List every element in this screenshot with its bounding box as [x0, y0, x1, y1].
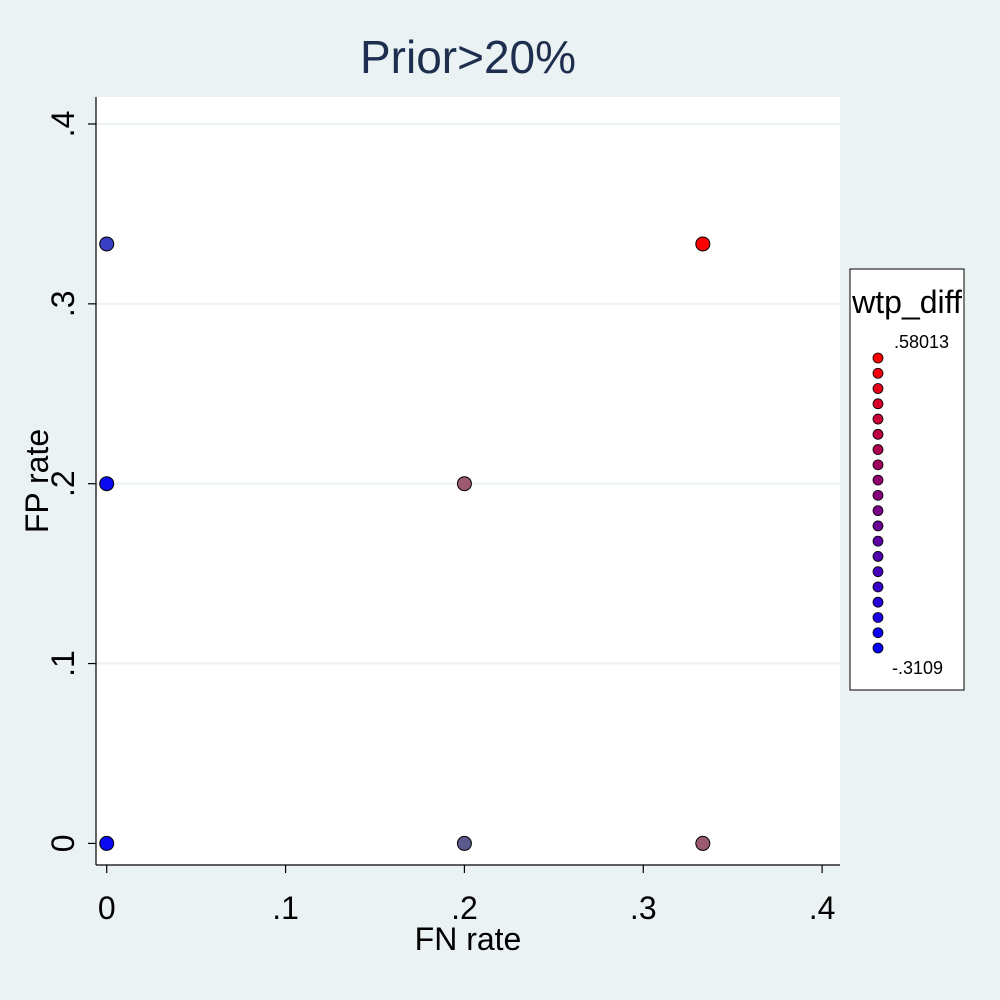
legend-swatch	[872, 627, 884, 639]
legend-swatch	[872, 551, 884, 562]
y-axis-title: FP rate	[19, 429, 55, 533]
legend: wtp_diff .58013 -.3109	[849, 268, 965, 691]
legend-swatch	[872, 444, 884, 455]
legend-swatch	[872, 428, 884, 440]
y-tick-label: .4	[45, 111, 81, 138]
legend-box	[849, 268, 965, 691]
x-tick-label: .4	[809, 890, 836, 926]
data-point	[456, 835, 472, 851]
axes	[95, 97, 840, 866]
data-point	[695, 835, 711, 851]
x-ticks: 0 .1 .2 .3 .4	[98, 865, 836, 926]
legend-swatch	[872, 535, 884, 547]
legend-swatch	[872, 489, 884, 501]
data-point	[99, 236, 115, 252]
legend-swatch	[872, 383, 884, 394]
chart-title: Prior>20%	[359, 31, 577, 83]
legend-swatch	[872, 413, 884, 425]
legend-swatch	[872, 367, 884, 379]
legend-swatch	[872, 505, 884, 517]
legend-min-label: -.3109	[892, 658, 943, 678]
y-ticks: 0 .1 .2 .3 .4	[45, 111, 96, 853]
legend-swatch	[872, 459, 884, 471]
x-tick-label: .2	[451, 890, 478, 926]
y-tick-label: .1	[45, 650, 81, 677]
legend-color-scale	[872, 352, 884, 654]
data-point	[99, 476, 115, 492]
y-tick-label: .2	[45, 470, 81, 497]
legend-title: wtp_diff	[851, 284, 962, 320]
legend-swatch	[872, 581, 884, 593]
legend-swatch	[872, 642, 884, 654]
data-point	[456, 476, 472, 492]
x-tick-label: .3	[630, 890, 657, 926]
legend-swatch	[872, 566, 884, 578]
y-tick-label: .3	[45, 290, 81, 317]
data-point	[99, 835, 115, 851]
x-tick-label: .1	[272, 890, 299, 926]
data-point	[695, 236, 711, 252]
legend-swatch	[872, 398, 884, 410]
x-axis-title: FN rate	[415, 921, 522, 957]
legend-max-label: .58013	[894, 332, 949, 352]
legend-swatch	[872, 520, 884, 532]
gridlines	[96, 122, 840, 665]
y-tick-label: 0	[45, 835, 81, 853]
data-points	[99, 236, 711, 851]
legend-swatch	[872, 474, 884, 486]
legend-swatch	[872, 352, 884, 364]
x-tick-label: 0	[98, 890, 116, 926]
legend-swatch	[872, 612, 884, 623]
legend-swatch	[872, 596, 884, 608]
